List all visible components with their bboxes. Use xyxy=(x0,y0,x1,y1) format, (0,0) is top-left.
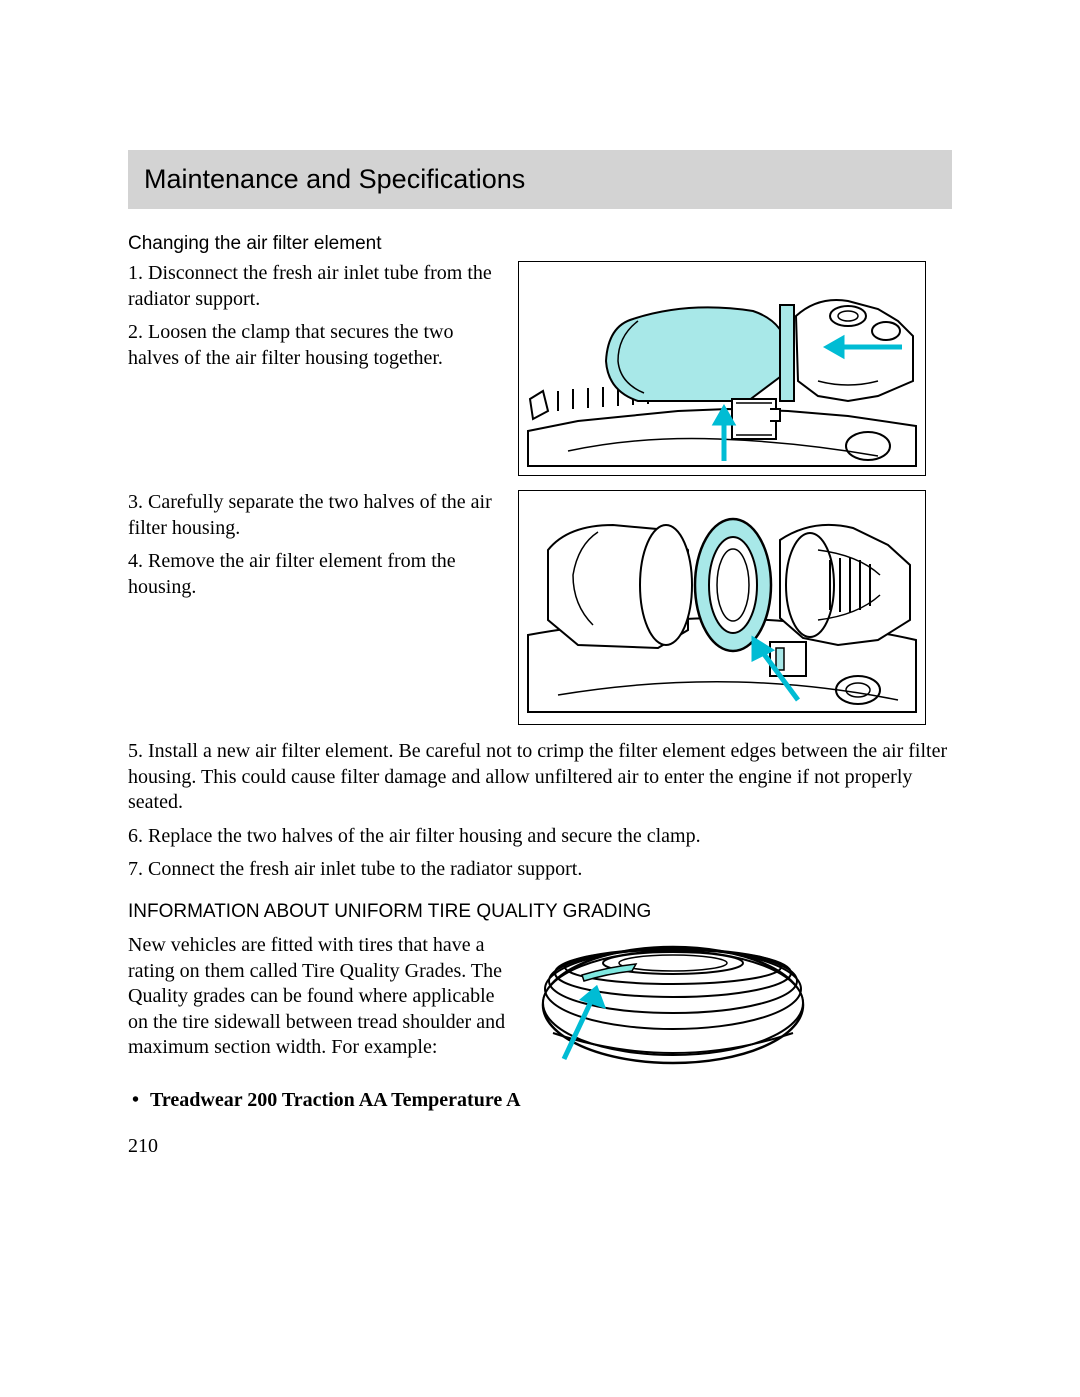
step-3: 3. Carefully separate the two halves of … xyxy=(128,490,498,541)
air-filter-heading: Changing the air filter element xyxy=(128,233,952,255)
step-6: 6. Replace the two halves of the air fil… xyxy=(128,824,952,850)
chapter-header-bar: Maintenance and Specifications xyxy=(128,150,952,209)
figure-3-tire xyxy=(528,933,818,1073)
page-number: 210 xyxy=(128,1135,952,1158)
tire-bullet-1: Treadwear 200 Traction AA Temperature A xyxy=(150,1087,952,1113)
text-col-2: 3. Carefully separate the two halves of … xyxy=(128,490,498,608)
figure-2-filter-element xyxy=(518,490,926,725)
page-content: Maintenance and Specifications Changing … xyxy=(128,150,952,1158)
step-5: 5. Install a new air filter element. Be … xyxy=(128,739,952,816)
row-tire: New vehicles are fitted with tires that … xyxy=(128,933,952,1073)
figure-1-engine-airbox xyxy=(518,261,926,476)
step-1: 1. Disconnect the fresh air inlet tube f… xyxy=(128,261,498,312)
row-steps-3-4: 3. Carefully separate the two halves of … xyxy=(128,490,952,725)
text-col-1: 1. Disconnect the fresh air inlet tube f… xyxy=(128,261,498,379)
tire-text-col: New vehicles are fitted with tires that … xyxy=(128,933,508,1069)
chapter-title: Maintenance and Specifications xyxy=(144,164,936,195)
tire-intro: New vehicles are fitted with tires that … xyxy=(128,933,508,1061)
step-4: 4. Remove the air filter element from th… xyxy=(128,549,498,600)
row-steps-1-2: 1. Disconnect the fresh air inlet tube f… xyxy=(128,261,952,476)
tire-grading-heading: INFORMATION ABOUT UNIFORM TIRE QUALITY G… xyxy=(128,901,952,923)
tire-bullets: Treadwear 200 Traction AA Temperature A xyxy=(128,1087,952,1113)
step-2: 2. Loosen the clamp that secures the two… xyxy=(128,320,498,371)
step-7: 7. Connect the fresh air inlet tube to t… xyxy=(128,857,952,883)
